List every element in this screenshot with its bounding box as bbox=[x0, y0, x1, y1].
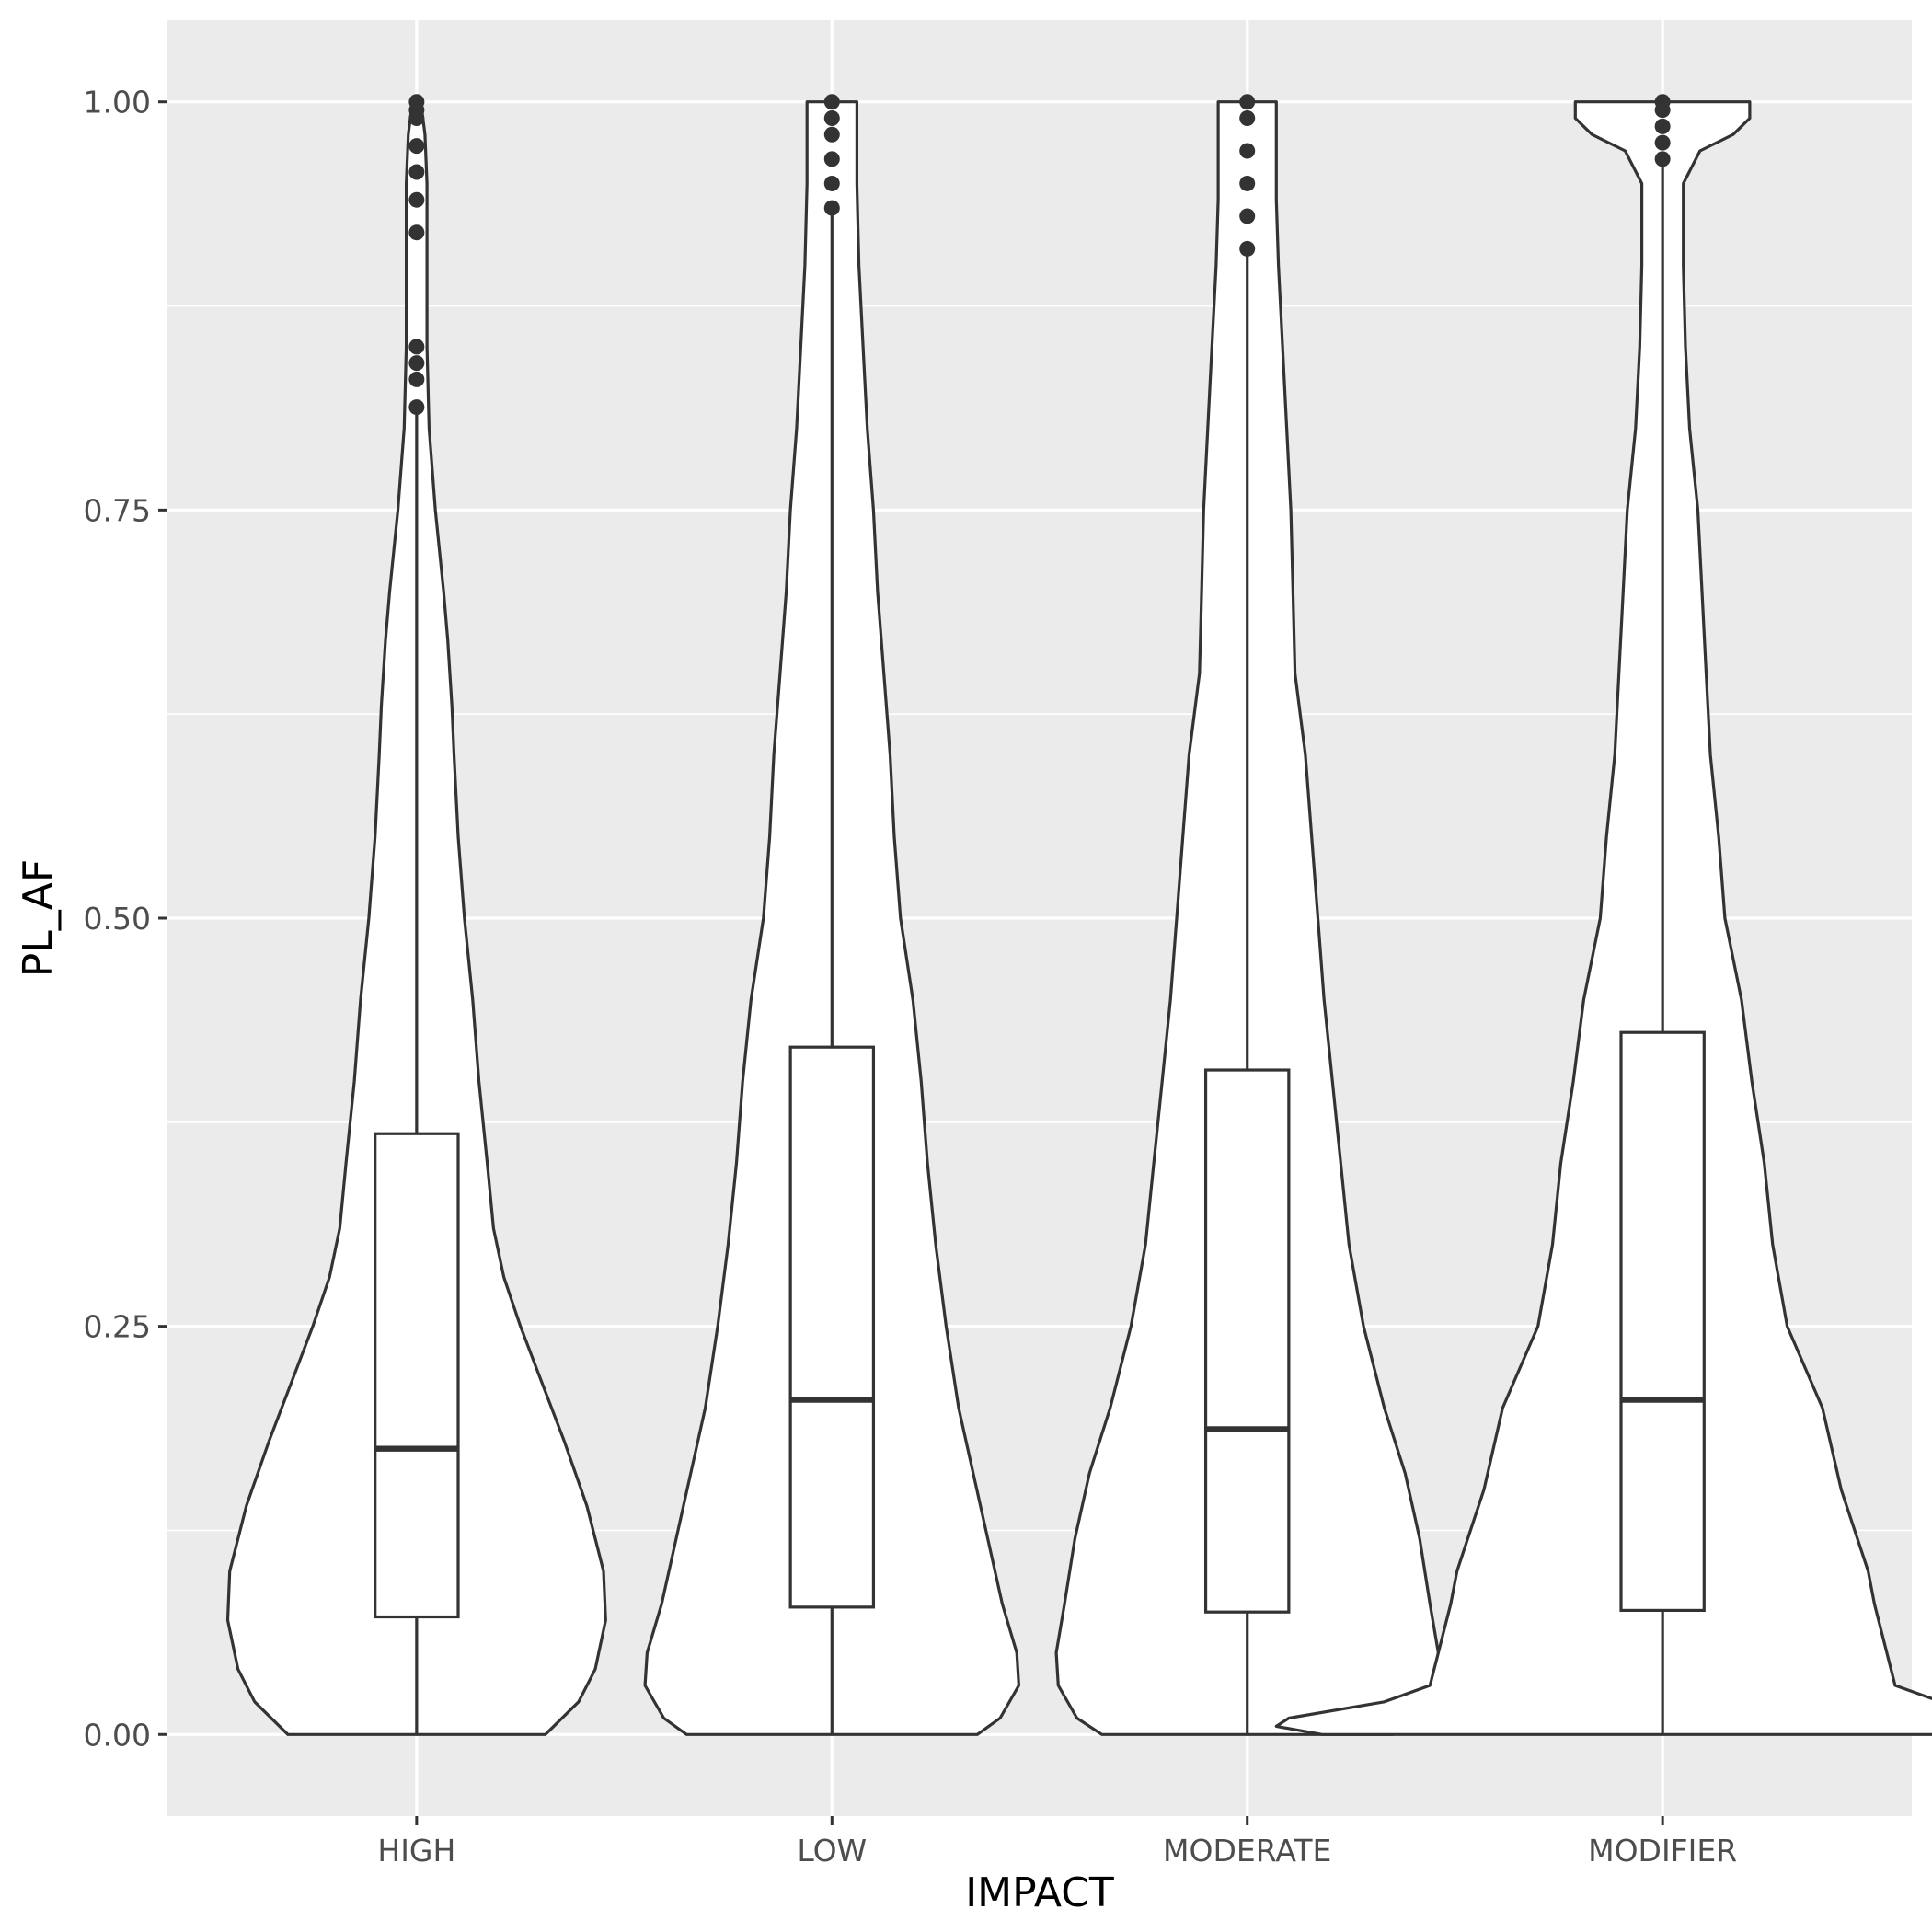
outlier-point bbox=[823, 94, 840, 110]
outlier-point bbox=[1239, 208, 1256, 224]
outlier-point bbox=[408, 355, 425, 372]
y-tick-label: 0.50 bbox=[84, 901, 151, 937]
x-axis: HIGH LOW MODERATE MODIFIER bbox=[377, 1816, 1737, 1869]
box-moderate bbox=[1203, 1068, 1291, 1614]
outlier-point bbox=[1239, 109, 1256, 126]
y-tick-label: 0.75 bbox=[84, 492, 151, 528]
x-tick-label: LOW bbox=[797, 1833, 867, 1869]
outlier-point bbox=[408, 339, 425, 355]
outlier-point bbox=[408, 371, 425, 387]
boxplots bbox=[374, 158, 1706, 1735]
y-tick-label: 0.25 bbox=[84, 1309, 151, 1345]
outlier-point bbox=[823, 175, 840, 191]
outlier-point bbox=[823, 151, 840, 167]
violin-modifier bbox=[1274, 100, 1932, 1736]
box-modifier bbox=[1619, 1030, 1706, 1613]
outlier-point bbox=[1239, 240, 1256, 257]
outlier-point bbox=[408, 224, 425, 241]
outlier-point bbox=[1239, 94, 1256, 110]
outlier-point bbox=[823, 109, 840, 126]
outlier-point bbox=[823, 126, 840, 143]
outlier-point bbox=[408, 94, 425, 110]
outlier-point bbox=[1239, 143, 1256, 159]
outlier-point bbox=[1654, 151, 1671, 167]
outlier-point bbox=[823, 200, 840, 216]
outlier-point bbox=[1654, 134, 1671, 151]
y-tick-label: 0.00 bbox=[84, 1717, 151, 1753]
outlier-point bbox=[408, 164, 425, 180]
x-tick-label: HIGH bbox=[377, 1833, 455, 1869]
y-axis-title: PL_AF bbox=[15, 859, 62, 977]
y-tick-label: 1.00 bbox=[84, 85, 151, 121]
box-low bbox=[788, 1045, 876, 1609]
outlier-point bbox=[1239, 175, 1256, 191]
outlier-point bbox=[1654, 118, 1671, 134]
x-tick-label: MODERATE bbox=[1163, 1833, 1331, 1869]
outlier-points bbox=[408, 94, 1671, 416]
y-axis: 0.00 0.25 0.50 0.75 1.00 bbox=[84, 85, 167, 1753]
outlier-point bbox=[408, 191, 425, 208]
outlier-point bbox=[408, 138, 425, 155]
box-high bbox=[374, 1132, 460, 1619]
outlier-point bbox=[1654, 94, 1671, 110]
x-axis-title: IMPACT bbox=[965, 1869, 1114, 1916]
x-tick-label: MODIFIER bbox=[1588, 1833, 1737, 1869]
outlier-point bbox=[408, 399, 425, 416]
